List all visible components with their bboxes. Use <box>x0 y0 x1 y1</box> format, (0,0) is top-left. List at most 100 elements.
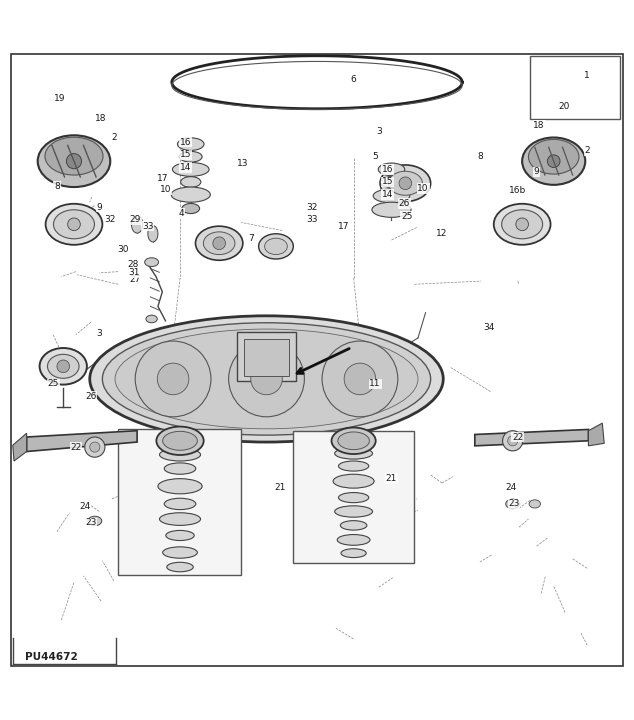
Text: 18: 18 <box>95 114 107 123</box>
Ellipse shape <box>171 187 210 202</box>
Circle shape <box>68 218 81 230</box>
Ellipse shape <box>335 448 373 459</box>
Text: 14: 14 <box>382 190 393 199</box>
Polygon shape <box>475 429 588 446</box>
Ellipse shape <box>373 189 410 203</box>
Circle shape <box>344 363 376 395</box>
Circle shape <box>67 153 82 168</box>
Ellipse shape <box>102 323 430 435</box>
Ellipse shape <box>179 151 202 162</box>
Text: 17: 17 <box>157 174 168 183</box>
Ellipse shape <box>158 479 202 494</box>
Ellipse shape <box>163 431 197 450</box>
Text: 27: 27 <box>129 275 141 284</box>
Ellipse shape <box>380 176 403 187</box>
Ellipse shape <box>494 204 550 245</box>
Ellipse shape <box>335 506 373 517</box>
Circle shape <box>516 218 529 230</box>
Ellipse shape <box>131 215 143 233</box>
Ellipse shape <box>339 492 369 503</box>
Text: 22: 22 <box>70 443 82 451</box>
Text: 21: 21 <box>275 483 286 492</box>
Ellipse shape <box>341 549 366 557</box>
Circle shape <box>157 363 189 395</box>
Circle shape <box>90 442 100 452</box>
Text: 10: 10 <box>160 185 171 194</box>
Text: 12: 12 <box>436 229 448 238</box>
Ellipse shape <box>372 202 411 217</box>
Ellipse shape <box>529 500 540 508</box>
Text: 25: 25 <box>48 379 59 389</box>
Text: 31: 31 <box>128 269 139 277</box>
Ellipse shape <box>501 210 543 239</box>
Ellipse shape <box>160 513 200 526</box>
Text: 28: 28 <box>127 259 138 269</box>
Text: 30: 30 <box>117 245 128 254</box>
Circle shape <box>508 436 518 446</box>
Polygon shape <box>27 431 137 451</box>
Ellipse shape <box>148 225 158 242</box>
Ellipse shape <box>182 204 200 214</box>
Text: 32: 32 <box>306 203 318 212</box>
Text: 14: 14 <box>180 163 191 172</box>
Ellipse shape <box>332 428 376 454</box>
Ellipse shape <box>164 463 196 474</box>
Text: 24: 24 <box>79 502 90 511</box>
Text: 18: 18 <box>533 121 545 130</box>
Ellipse shape <box>88 516 101 526</box>
Circle shape <box>85 437 105 457</box>
FancyBboxPatch shape <box>238 332 296 382</box>
Ellipse shape <box>45 138 103 175</box>
Ellipse shape <box>337 534 370 545</box>
Polygon shape <box>588 423 604 446</box>
Text: 23: 23 <box>86 518 97 527</box>
FancyBboxPatch shape <box>245 339 289 376</box>
Ellipse shape <box>90 316 443 442</box>
Text: 16b: 16b <box>509 186 526 195</box>
Ellipse shape <box>164 498 196 510</box>
Ellipse shape <box>39 348 87 384</box>
Text: 33: 33 <box>142 222 153 230</box>
Text: 20: 20 <box>559 102 570 111</box>
Polygon shape <box>13 433 27 461</box>
Ellipse shape <box>338 432 370 449</box>
Text: 11: 11 <box>370 379 381 389</box>
Text: 19: 19 <box>54 94 65 102</box>
Text: 5: 5 <box>372 152 378 161</box>
Text: 15: 15 <box>382 178 394 186</box>
Ellipse shape <box>172 163 209 176</box>
Bar <box>118 429 242 575</box>
Ellipse shape <box>204 232 235 255</box>
Ellipse shape <box>264 238 287 255</box>
Text: 8: 8 <box>54 182 60 191</box>
Text: 8: 8 <box>477 152 482 161</box>
Ellipse shape <box>166 531 194 541</box>
Ellipse shape <box>378 163 404 176</box>
Text: 24: 24 <box>506 483 517 492</box>
Ellipse shape <box>181 176 201 187</box>
Ellipse shape <box>46 204 102 245</box>
Text: 10: 10 <box>417 184 429 193</box>
Text: 26: 26 <box>398 199 410 208</box>
Text: 1: 1 <box>585 71 590 81</box>
Text: 2: 2 <box>585 146 590 155</box>
Text: 29: 29 <box>129 215 141 225</box>
Text: 32: 32 <box>104 215 115 225</box>
Text: 17: 17 <box>338 222 349 230</box>
Ellipse shape <box>167 562 193 572</box>
Text: 26: 26 <box>86 392 97 401</box>
Text: 34: 34 <box>483 323 495 332</box>
Text: 25: 25 <box>401 212 412 220</box>
Circle shape <box>213 237 226 250</box>
Text: 3: 3 <box>96 329 102 338</box>
Circle shape <box>250 363 282 395</box>
Text: 22: 22 <box>512 433 523 441</box>
Text: 13: 13 <box>236 158 249 168</box>
Ellipse shape <box>389 171 422 195</box>
Ellipse shape <box>195 226 243 260</box>
Ellipse shape <box>333 474 374 488</box>
Ellipse shape <box>145 258 158 266</box>
Ellipse shape <box>163 547 197 558</box>
Ellipse shape <box>529 140 579 174</box>
Text: 9: 9 <box>96 203 102 212</box>
